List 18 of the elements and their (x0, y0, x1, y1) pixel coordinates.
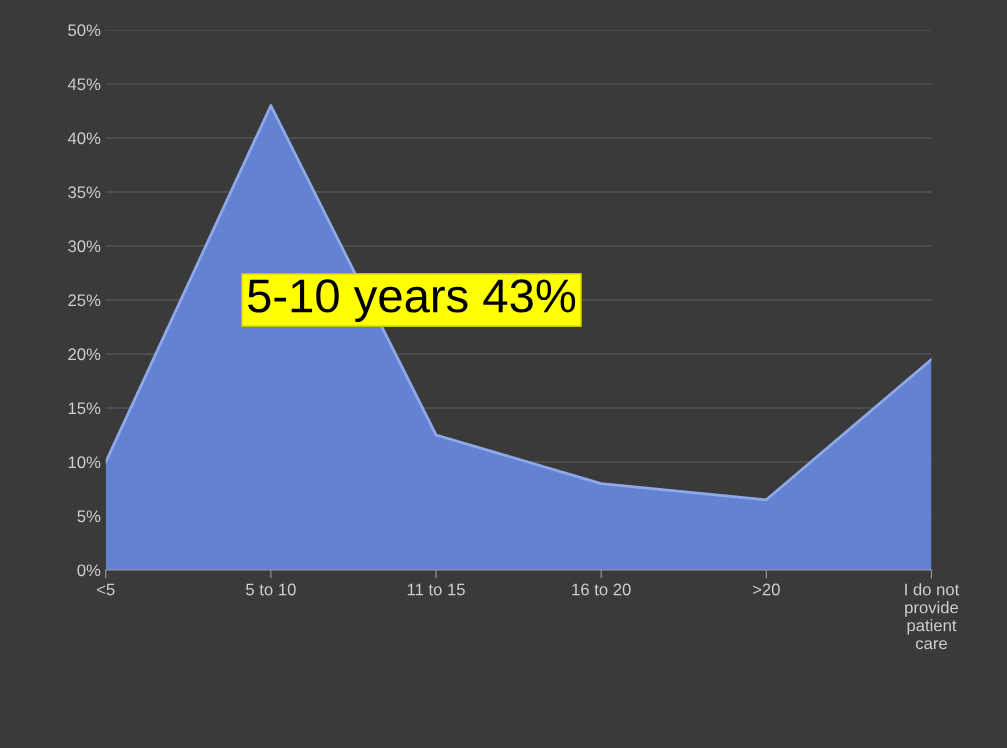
y-tick-label: 35% (68, 186, 101, 199)
x-tick-label: 5 to 10 (246, 583, 296, 596)
y-tick-label: 50% (68, 24, 101, 37)
y-tick-label: 20% (68, 348, 101, 361)
y-tick-label: 25% (68, 294, 101, 307)
y-tick-label: 40% (67, 132, 101, 145)
x-tick-label: 16 to 20 (572, 583, 631, 596)
y-tick-label: 5% (77, 510, 101, 523)
y-tick-label: 30% (68, 240, 101, 253)
x-tick-label: I do not provide patient care (905, 583, 960, 650)
y-tick-label: 0% (77, 564, 101, 577)
x-tick-label: <5 (97, 583, 115, 596)
y-tick-label: 10% (68, 456, 101, 469)
y-tick-label: 45% (67, 78, 101, 91)
x-tick-label: 11 to 15 (407, 583, 465, 596)
annotation: 5-10 years 43% (248, 279, 576, 322)
y-tick-label: 15% (68, 402, 101, 415)
x-tick-label: >20 (753, 583, 780, 596)
